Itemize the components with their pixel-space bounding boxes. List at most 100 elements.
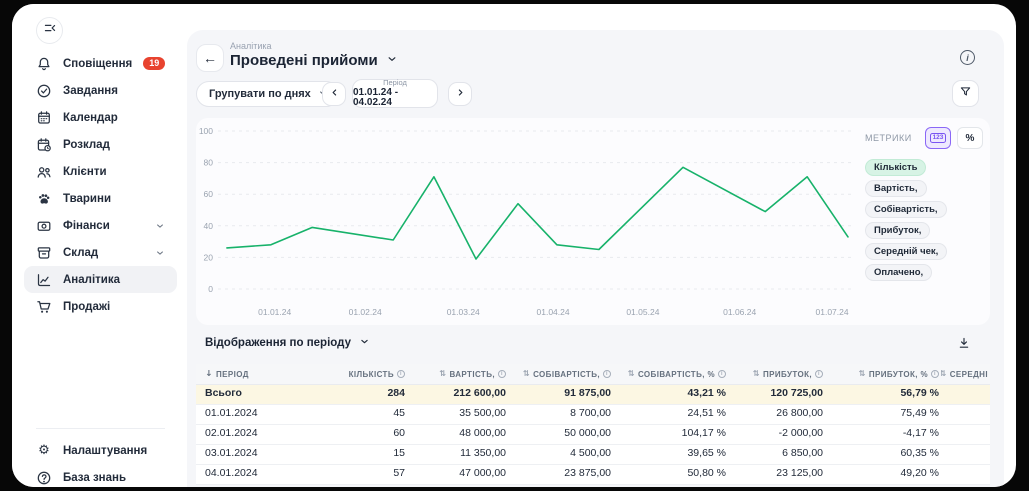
sidebar-item-knowledge[interactable]: База знань (24, 464, 177, 487)
download-button[interactable] (954, 335, 974, 355)
cell-quantity: 15 (393, 446, 405, 459)
line-chart: 0 20 40 60 80 100 01.01.24 01.02.24 01.03.24 01.0… (199, 126, 851, 317)
metric-tag[interactable]: Оплачено, (865, 264, 933, 281)
sidebar-collapse-button[interactable] (36, 17, 63, 44)
cell-profit: 6 850,00 (782, 446, 823, 459)
cell-cost-price: 4 500,00 (570, 446, 611, 459)
metrics-title: МЕТРИКИ (865, 133, 912, 143)
table-row: 01.01.2024 45 35 500,00 8 700,00 24,51 % 26 8… (196, 405, 990, 425)
calendar-clock-icon (36, 137, 52, 153)
period-label: Період (383, 77, 407, 87)
filter-button[interactable] (952, 80, 979, 107)
sidebar-item-label: Продажі (63, 300, 111, 313)
column-header-cost-price[interactable]: ⇅ СОБІВАРТІСТЬ, i (508, 370, 613, 379)
sort-icon: ⇅ (858, 369, 866, 378)
metric-tag[interactable]: Кількість (865, 159, 927, 176)
column-header-cost[interactable]: ⇅ ВАРТІСТЬ, i (407, 370, 508, 379)
sidebar-item-label: Аналітика (63, 273, 121, 286)
period-prev-button[interactable] (322, 82, 346, 106)
sidebar-item-sales[interactable]: Продажі (24, 293, 177, 320)
svg-text:01.06.24: 01.06.24 (723, 307, 756, 317)
cell-cost-price: 91 875,00 (564, 386, 611, 399)
column-label: КІЛЬКІСТЬ (348, 369, 394, 379)
cell-profit: 26 800,00 (776, 406, 823, 419)
svg-text:40: 40 (204, 221, 214, 231)
period-next-button[interactable] (448, 82, 472, 106)
paw-icon (36, 191, 52, 207)
sidebar-item-stock[interactable]: Склад (24, 239, 177, 266)
calendar-icon (36, 110, 52, 126)
cell-quantity: 57 (393, 466, 405, 479)
sort-icon: ⇅ (627, 369, 635, 378)
cell-quantity: 60 (393, 426, 405, 439)
column-header-average[interactable]: ⇅СЕРЕДНІ (941, 370, 990, 379)
sidebar-item-label: Налаштування (63, 444, 148, 457)
percent-mode-toggle[interactable]: % (957, 127, 983, 149)
metric-tag[interactable]: Вартість, (865, 180, 927, 197)
table-view-dropdown[interactable]: Відображення по періоду (205, 336, 370, 350)
sidebar-item-settings[interactable]: ⚙ Налаштування (24, 437, 177, 464)
sort-icon: ⇅ (752, 369, 761, 378)
sidebar-item-tasks[interactable]: Завдання (24, 77, 177, 104)
collapse-sidebar-icon (43, 21, 57, 40)
cell-profit: 120 725,00 (770, 386, 823, 399)
column-header-cost-price-pct[interactable]: ⇅ СОБІВАРТІСТЬ, % i (613, 370, 728, 379)
period-table: ↓ПЕРІОД⇅КІЛЬКІСТЬi⇅ВАРТІСТЬ,i⇅СОБІВАРТІС… (196, 364, 990, 485)
sidebar-divider (36, 428, 165, 429)
period-selector[interactable]: Період 01.01.24 - 04.02.24 (352, 79, 438, 108)
cell-profit-pct: 75,49 % (900, 406, 939, 419)
metric-tag[interactable]: Собівартість, (865, 201, 947, 218)
metric-tag[interactable]: Прибуток, (865, 222, 931, 239)
cell-cost: 47 000,00 (459, 466, 506, 479)
svg-text:01.01.24: 01.01.24 (258, 307, 291, 317)
sidebar-item-notifications[interactable]: Сповіщення 19 (24, 50, 177, 77)
column-info-icon: i (815, 370, 823, 378)
cell-profit-pct: -4,17 % (902, 426, 939, 439)
sidebar-item-finance[interactable]: Фінанси (24, 212, 177, 239)
column-label: ВАРТІСТЬ, (449, 369, 495, 379)
breadcrumb: Аналітика (230, 41, 272, 51)
cell-cost: 11 350,00 (460, 446, 506, 459)
download-icon (957, 336, 971, 355)
column-info-icon: i (931, 370, 939, 378)
svg-text:60: 60 (204, 189, 214, 199)
sidebar-item-label: Розклад (63, 138, 110, 151)
back-button[interactable]: ← (196, 44, 224, 72)
svg-text:01.07.24: 01.07.24 (816, 307, 849, 317)
chevron-down-icon (386, 52, 398, 69)
column-info-icon: i (397, 370, 405, 378)
column-header-profit[interactable]: ⇅ ПРИБУТОК, i (728, 370, 825, 379)
page-title: Проведені прийоми (230, 52, 378, 69)
cell-period: 01.01.2024 (205, 406, 258, 419)
metric-tag[interactable]: Середній чек, (865, 243, 948, 260)
period-value: 01.01.24 - 04.02.24 (353, 87, 399, 109)
info-icon[interactable]: i (960, 50, 975, 65)
chart-panel: 0 20 40 60 80 100 01.01.24 01.02.24 01.03.24 01.0… (196, 118, 990, 325)
filter-icon (959, 85, 972, 103)
column-header-profit-pct[interactable]: ⇅ ПРИБУТОК, % i (825, 370, 941, 379)
sidebar-item-clients[interactable]: Клієнти (24, 158, 177, 185)
cell-profit-pct: 60,35 % (900, 446, 939, 459)
column-label: ПРИБУТОК, % (868, 369, 928, 379)
sidebar-item-analytics[interactable]: Аналітика (24, 266, 177, 293)
svg-text:100: 100 (199, 126, 213, 136)
table-row: 02.01.2024 60 48 000,00 50 000,00 104,17 % -2… (196, 425, 990, 445)
sidebar-item-animals[interactable]: Тварини (24, 185, 177, 212)
report-title-dropdown[interactable]: Проведені прийоми (230, 52, 398, 69)
numbers-mode-toggle[interactable]: 123 (925, 127, 951, 149)
column-label: СОБІВАРТІСТЬ, % (637, 369, 715, 379)
chevron-down-icon (155, 248, 165, 258)
column-header-period[interactable]: ↓ ПЕРІОД (196, 370, 346, 379)
column-info-icon: i (498, 370, 506, 378)
svg-text:01.05.24: 01.05.24 (626, 307, 659, 317)
group-by-dropdown[interactable]: Групувати по днях (196, 81, 339, 107)
people-icon (36, 164, 52, 180)
sidebar-item-calendar[interactable]: Календар (24, 104, 177, 131)
sidebar-item-label: Тварини (63, 192, 112, 205)
chevron-right-icon (455, 85, 466, 103)
cell-cost-price: 8 700,00 (570, 406, 611, 419)
sidebar-item-schedule[interactable]: Розклад (24, 131, 177, 158)
table-total-row: Всього 284 212 600,00 91 875,00 43,21 % 120 7… (196, 385, 990, 405)
cell-profit: -2 000,00 (778, 426, 823, 439)
